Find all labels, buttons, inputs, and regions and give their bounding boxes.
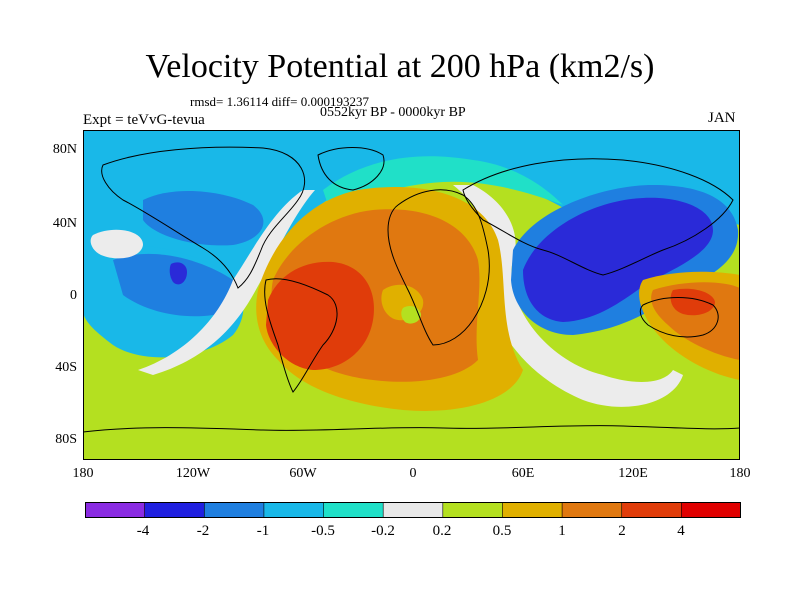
lat-label-40s: 40S (55, 360, 77, 375)
coastlines (83, 146, 740, 433)
colorbar-label: -0.5 (311, 523, 335, 539)
colorbar-label: -1 (256, 523, 270, 539)
period-text: 0552kyr BP - 0000kyr BP (320, 105, 466, 120)
coast-south-america (264, 278, 338, 393)
map-frame (83, 130, 740, 460)
lon-label-120w: 120W (175, 466, 211, 481)
field-neutral-band-west (138, 190, 315, 375)
colorbar (85, 502, 741, 518)
colorbar-label: -0.2 (371, 523, 395, 539)
colorbar-cell (681, 502, 741, 518)
colorbar-cell (382, 502, 444, 518)
colorbar-cell (203, 502, 265, 518)
field-wpac-neg2 (113, 253, 240, 317)
colorbar-label: 0.2 (432, 523, 452, 539)
colorbar-cells (85, 502, 741, 518)
field-east-loop (90, 229, 143, 259)
experiment-label: Expt = teVvG-tevua (83, 112, 205, 128)
colorbar-cell (502, 502, 563, 518)
colorbar-label: -4 (136, 523, 150, 539)
month-label: JAN (708, 110, 736, 126)
colorbar-label: 1 (558, 523, 566, 539)
colorbar-label: 0.5 (492, 523, 512, 539)
colorbar-label: 4 (677, 523, 685, 539)
lon-label-60e: 60E (511, 466, 535, 481)
stats-text: rmsd= 1.36114 diff= 0.000193237 (190, 94, 369, 109)
colorbar-frame (85, 502, 741, 518)
lon-label-120e: 120E (618, 466, 648, 481)
colorbar-cell (144, 502, 206, 518)
lon-label-60w: 60W (289, 466, 317, 481)
colorbar-cell (323, 502, 384, 518)
lat-label-80s: 80S (55, 432, 77, 447)
coast-australia (639, 297, 719, 338)
colorbar-label: -2 (196, 523, 210, 539)
field-wpac-neg3 (169, 262, 187, 285)
field-neutral-band-east (453, 185, 683, 407)
coast-north-america (101, 146, 306, 289)
map-plot (83, 130, 740, 460)
lon-label-180e: 180 (729, 466, 751, 481)
field-asia-neg-strong (523, 197, 713, 322)
lat-label-40n: 40N (52, 216, 77, 231)
field-africa-center (401, 306, 421, 324)
field-north-neg-strong (143, 190, 264, 246)
colorbar-cell (621, 502, 683, 518)
lat-label-80n: 80N (52, 142, 77, 157)
colorbar-label: 2 (618, 523, 626, 539)
colorbar-cell (263, 502, 325, 518)
lon-label-180w: 180 (72, 466, 94, 481)
colorbar-cell (85, 502, 146, 518)
colorbar-cell (442, 502, 504, 518)
lon-label-0: 0 (409, 466, 417, 481)
field-amazon-max (266, 261, 374, 370)
field-pacific-max (670, 288, 715, 316)
coast-antarctica (83, 425, 740, 433)
coast-greenland (317, 147, 385, 191)
colorbar-cell (561, 502, 623, 518)
coast-asia (462, 158, 734, 276)
map-title: Velocity Potential at 200 hPa (km2/s) (145, 48, 655, 85)
field-north-neg (83, 130, 740, 286)
lat-label-0: 0 (70, 288, 77, 303)
